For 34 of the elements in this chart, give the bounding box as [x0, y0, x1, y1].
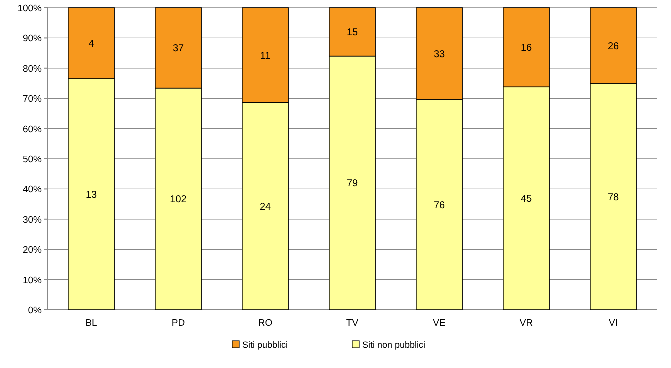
legend-label: Siti pubblici: [242, 340, 288, 350]
annotation: 102: [170, 194, 188, 206]
y-tick-label: 60%: [22, 124, 43, 136]
annotation: 4: [88, 38, 95, 50]
annotation: 79: [346, 178, 358, 190]
y-tick-label: 40%: [22, 184, 43, 196]
x-tick-label: TV: [346, 318, 360, 329]
annotation: 78: [608, 192, 620, 204]
annotation: 37: [172, 44, 184, 55]
annotation: 45: [520, 194, 532, 206]
y-tick-label: 50%: [22, 154, 43, 166]
annotation: 13: [86, 190, 98, 201]
annotation: 11: [260, 50, 272, 62]
annotation: 15: [346, 28, 358, 39]
x-tick-label: RO: [258, 318, 273, 329]
y-tick-label: 80%: [22, 64, 43, 75]
annotation: 16: [520, 43, 532, 54]
y-tick-label: 20%: [22, 245, 43, 256]
x-tick-label: VR: [520, 318, 534, 329]
annotation: 33: [434, 49, 446, 60]
y-tick-label: 90%: [22, 34, 43, 45]
x-tick-label: BL: [86, 318, 98, 329]
annotation: 24: [260, 202, 272, 213]
y-tick-label: 0%: [28, 306, 43, 316]
annotation: 26: [608, 41, 620, 52]
y-tick-label: 30%: [22, 214, 43, 226]
x-tick-label: VI: [609, 318, 618, 329]
y-tick-label: 70%: [22, 94, 43, 106]
x-tick-label: VE: [433, 318, 446, 329]
y-tick-label: 100%: [18, 4, 43, 14]
x-tick-label: PD: [172, 318, 186, 329]
legend-label: Siti non pubblici: [362, 340, 426, 350]
y-tick-label: 10%: [22, 275, 43, 286]
annotation: 76: [434, 200, 446, 212]
